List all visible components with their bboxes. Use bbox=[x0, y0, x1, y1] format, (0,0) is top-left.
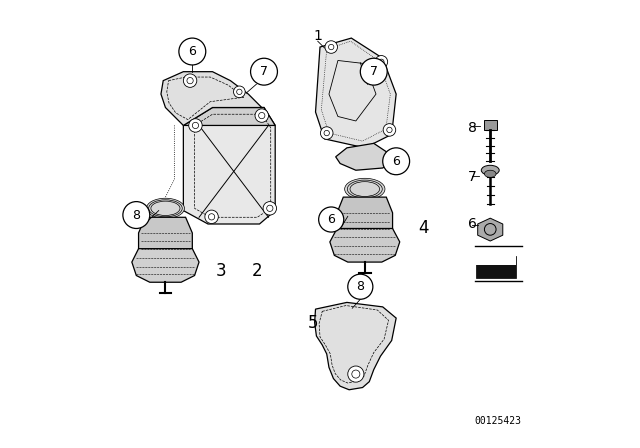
Polygon shape bbox=[183, 108, 275, 125]
Circle shape bbox=[189, 119, 202, 132]
Circle shape bbox=[319, 207, 344, 232]
Circle shape bbox=[325, 41, 337, 53]
Circle shape bbox=[179, 38, 206, 65]
Ellipse shape bbox=[147, 198, 184, 219]
FancyBboxPatch shape bbox=[484, 120, 497, 130]
Text: 7: 7 bbox=[370, 65, 378, 78]
Text: 7: 7 bbox=[468, 170, 477, 184]
Text: 8: 8 bbox=[132, 208, 140, 222]
Circle shape bbox=[360, 58, 387, 85]
Text: 6: 6 bbox=[188, 45, 196, 58]
Circle shape bbox=[251, 58, 278, 85]
Ellipse shape bbox=[350, 181, 380, 196]
Circle shape bbox=[205, 210, 218, 224]
Polygon shape bbox=[330, 228, 400, 262]
Text: 8: 8 bbox=[468, 121, 477, 135]
FancyBboxPatch shape bbox=[476, 256, 516, 265]
Circle shape bbox=[234, 86, 245, 98]
Text: 8: 8 bbox=[356, 280, 364, 293]
Circle shape bbox=[123, 202, 150, 228]
Ellipse shape bbox=[484, 170, 496, 177]
Polygon shape bbox=[138, 217, 192, 258]
Polygon shape bbox=[337, 197, 392, 237]
Polygon shape bbox=[477, 218, 503, 241]
Ellipse shape bbox=[344, 178, 385, 200]
Polygon shape bbox=[316, 38, 396, 148]
Text: 7: 7 bbox=[260, 65, 268, 78]
Circle shape bbox=[321, 127, 333, 139]
Text: 4: 4 bbox=[418, 220, 428, 237]
Circle shape bbox=[375, 56, 388, 68]
Text: 6: 6 bbox=[327, 213, 335, 226]
Polygon shape bbox=[183, 108, 275, 224]
Ellipse shape bbox=[348, 180, 382, 198]
Text: 2: 2 bbox=[252, 262, 262, 280]
Text: 6: 6 bbox=[392, 155, 400, 168]
Circle shape bbox=[383, 124, 396, 136]
Polygon shape bbox=[335, 143, 392, 170]
Ellipse shape bbox=[481, 165, 499, 175]
Circle shape bbox=[263, 202, 276, 215]
Circle shape bbox=[348, 274, 373, 299]
FancyBboxPatch shape bbox=[476, 256, 516, 278]
Polygon shape bbox=[315, 302, 396, 390]
Circle shape bbox=[348, 366, 364, 382]
Circle shape bbox=[255, 109, 269, 122]
Polygon shape bbox=[161, 72, 262, 125]
Text: 6: 6 bbox=[468, 217, 477, 231]
Ellipse shape bbox=[148, 200, 182, 217]
Text: 00125423: 00125423 bbox=[474, 416, 522, 426]
Circle shape bbox=[383, 148, 410, 175]
Text: 3: 3 bbox=[216, 262, 227, 280]
Polygon shape bbox=[132, 249, 199, 282]
Text: 5: 5 bbox=[308, 314, 319, 332]
Text: 1: 1 bbox=[314, 29, 322, 43]
Ellipse shape bbox=[151, 201, 180, 215]
Circle shape bbox=[183, 74, 197, 87]
